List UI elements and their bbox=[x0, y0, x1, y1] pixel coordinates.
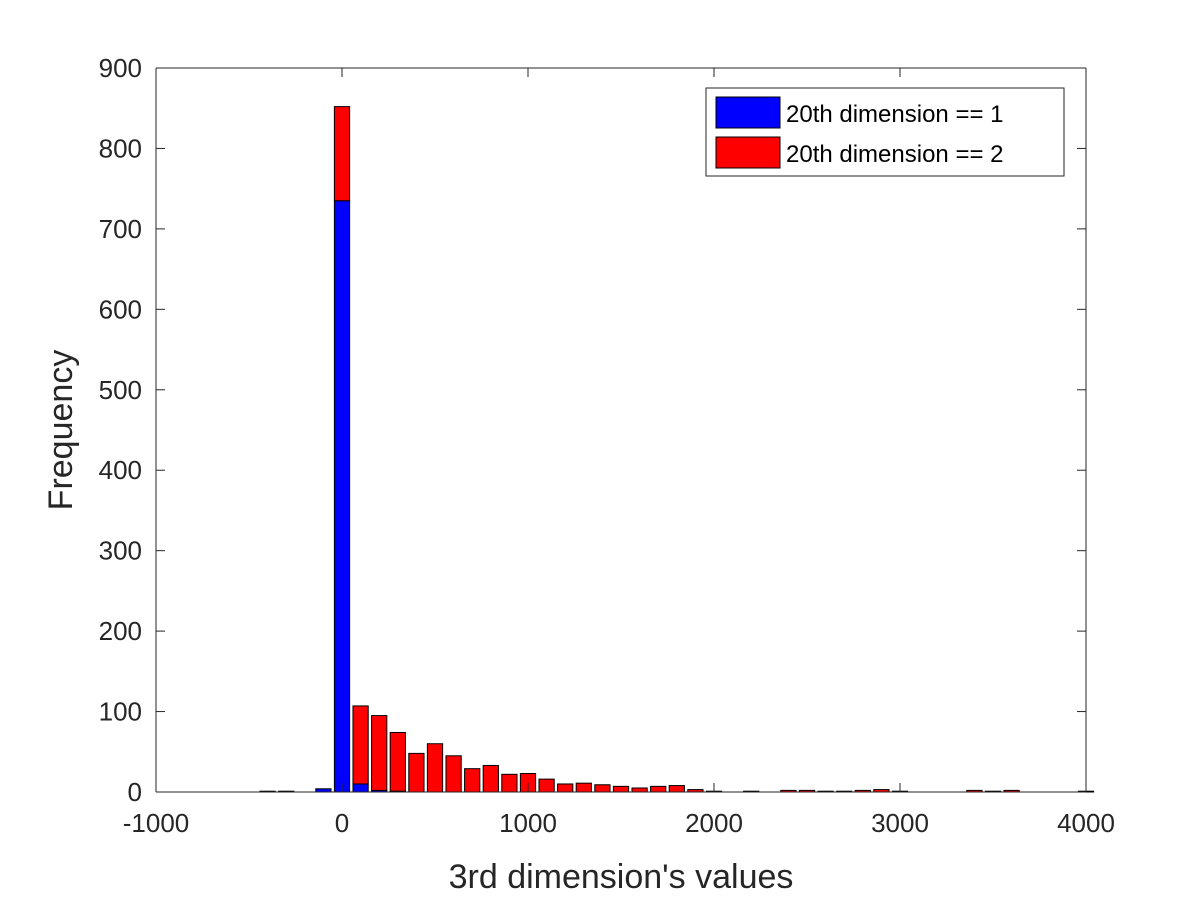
bar-series-2-bin-200 bbox=[372, 716, 387, 791]
bar-series-2-bin-1500 bbox=[613, 786, 628, 792]
y-axis-title: Frequency bbox=[42, 350, 80, 511]
bar-series-2-bin-800 bbox=[483, 765, 498, 792]
bar-series-2-bin-1800 bbox=[669, 786, 684, 792]
legend-swatch-series-1 bbox=[716, 97, 780, 128]
bar-series-2-bin-1400 bbox=[595, 785, 610, 792]
x-axis-title: 3rd dimension's values bbox=[449, 858, 794, 896]
legend: 20th dimension == 1 20th dimension == 2 bbox=[706, 88, 1064, 176]
y-tick-label: 400 bbox=[99, 455, 142, 485]
legend-label-series-1: 20th dimension == 1 bbox=[786, 101, 1004, 128]
y-tick-label: 600 bbox=[99, 294, 142, 324]
bar-series-2-bin-500 bbox=[427, 744, 442, 792]
x-tick-label: 2000 bbox=[685, 808, 743, 838]
bar-series-2-bin-400 bbox=[409, 753, 424, 792]
legend-label-series-2: 20th dimension == 2 bbox=[786, 141, 1004, 168]
bar-series-2-bin-600 bbox=[446, 756, 461, 792]
plot-area bbox=[156, 68, 1086, 792]
bar-series-1-bin-100 bbox=[353, 784, 368, 792]
bar-series-1-bin-0 bbox=[334, 201, 349, 792]
bar-series-2-bin-100 bbox=[353, 706, 368, 784]
y-tick-label: 500 bbox=[99, 375, 142, 405]
legend-swatch-series-2 bbox=[716, 137, 780, 168]
x-tick-label: 4000 bbox=[1057, 808, 1115, 838]
y-tick-label: 800 bbox=[99, 133, 142, 163]
bar-series-2-bin-1300 bbox=[576, 783, 591, 792]
y-tick-label: 100 bbox=[99, 697, 142, 727]
y-tick-label: 700 bbox=[99, 214, 142, 244]
y-tick-label: 300 bbox=[99, 536, 142, 566]
bar-series-2-bin-1700 bbox=[651, 786, 666, 792]
bar-series-2-bin-1200 bbox=[558, 784, 573, 792]
bar-series-2-bin-0 bbox=[334, 107, 349, 201]
bar-series-2-bin-300 bbox=[390, 732, 405, 791]
x-tick-label: 1000 bbox=[499, 808, 557, 838]
bar-series-2-bin-900 bbox=[502, 774, 517, 792]
x-tick-label: 0 bbox=[335, 808, 349, 838]
bar-series-2-bin-1100 bbox=[539, 779, 554, 792]
bar-series-2-bin-1600 bbox=[632, 788, 647, 792]
y-tick-label: 200 bbox=[99, 616, 142, 646]
x-tick-label: 3000 bbox=[871, 808, 929, 838]
y-tick-label: 900 bbox=[99, 53, 142, 83]
bar-series-2-bin-700 bbox=[465, 769, 480, 792]
y-tick-label: 0 bbox=[128, 777, 142, 807]
x-tick-label: -1000 bbox=[123, 808, 190, 838]
